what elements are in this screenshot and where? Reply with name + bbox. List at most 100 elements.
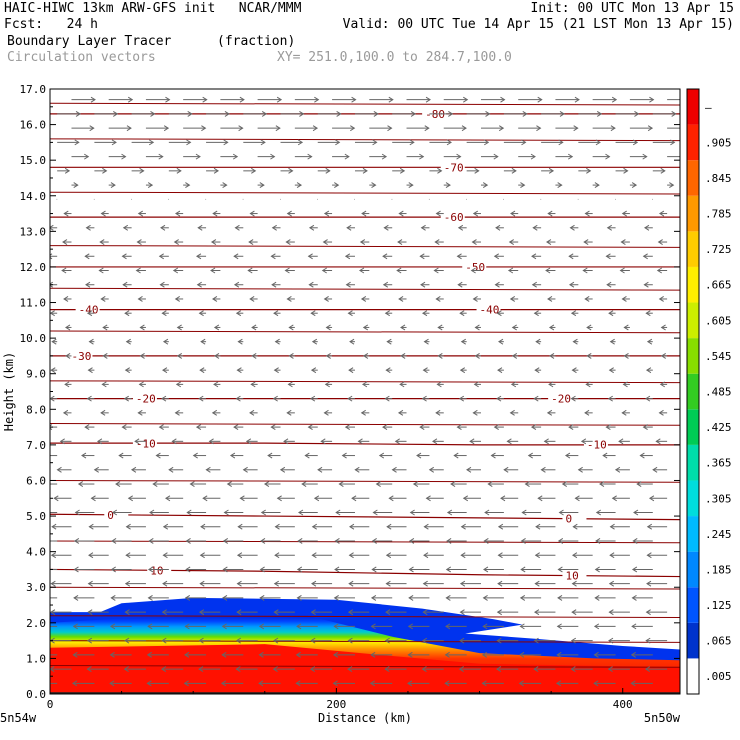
vector-head (89, 125, 95, 132)
vector-head (571, 580, 577, 587)
vector-head (375, 481, 381, 487)
vector-head (93, 466, 99, 473)
vector-head (234, 224, 240, 231)
vector-head (636, 481, 642, 487)
vector-head (574, 495, 580, 502)
vector-head (161, 310, 167, 317)
vector-head (102, 167, 108, 174)
vector-head (645, 395, 651, 402)
vector-head (258, 623, 265, 630)
vector-head (545, 267, 551, 274)
vector-head (422, 609, 428, 616)
colorbar-label: .485 (705, 386, 732, 399)
vector-head (249, 210, 255, 217)
vector-head (333, 623, 339, 630)
vector-head (361, 381, 368, 388)
vector-head (152, 481, 158, 487)
vector-head (259, 182, 265, 189)
vector-head (86, 310, 93, 317)
vector-head (59, 438, 65, 445)
vector-head (344, 153, 350, 160)
vector-head (136, 239, 142, 245)
vector-head (86, 666, 92, 673)
vector-head (358, 267, 365, 274)
contour-line (50, 615, 680, 618)
vector-head (165, 495, 171, 502)
vector-head (333, 594, 339, 601)
vector-head (310, 609, 316, 616)
vector-head (237, 338, 243, 345)
vector-head (645, 367, 652, 374)
contour-label: -60 (444, 211, 464, 224)
vector-head (332, 651, 339, 658)
contour-label: 10 (150, 565, 163, 578)
vector-head (121, 424, 127, 431)
field-name: Boundary Layer Tracer (7, 34, 172, 49)
vector-head (65, 324, 71, 331)
vector-head (139, 352, 145, 359)
vector-head (532, 224, 538, 231)
vector-head (652, 466, 658, 473)
y-tick-label: 6.0 (26, 474, 46, 487)
vector-head (410, 110, 417, 117)
vector-head (161, 395, 167, 402)
vector-head (347, 395, 353, 402)
vector-head (74, 509, 80, 516)
vector-head (347, 666, 353, 673)
vector-head (448, 110, 454, 117)
vector-head (594, 566, 600, 573)
colorbar-swatch (687, 160, 699, 196)
vector-head (173, 239, 179, 245)
vector-head (258, 651, 264, 658)
vector-head (184, 651, 190, 658)
vector-head (459, 367, 466, 374)
vector-head (98, 267, 104, 274)
vector-head (407, 651, 413, 658)
vector-head (518, 680, 524, 687)
vector-head (310, 637, 316, 644)
vector-head (348, 367, 354, 374)
vector-head (183, 680, 189, 687)
vector-head (446, 509, 453, 516)
vector-head (371, 182, 377, 189)
vector-head (56, 466, 62, 473)
vector-head (276, 495, 282, 502)
vector-head (50, 395, 55, 402)
vector-head (335, 509, 341, 516)
vector-head (419, 153, 425, 160)
y-tick-label: 7.0 (26, 439, 46, 452)
vector-head (249, 409, 255, 416)
vector-head (74, 139, 80, 146)
vector-head (519, 651, 525, 658)
vector-head (273, 310, 279, 317)
vector-head (88, 552, 94, 559)
vector-head (100, 409, 106, 416)
vector-head (335, 139, 341, 146)
vector-head (123, 666, 129, 673)
vector-head (435, 296, 441, 302)
vector-head (573, 125, 579, 132)
vector-head (201, 125, 207, 132)
vector-head (344, 424, 351, 431)
vector-head (381, 153, 388, 160)
vector-head (419, 424, 425, 431)
y-tick-label: 11.0 (20, 297, 47, 310)
vector-head (584, 210, 590, 217)
vector-head (497, 523, 504, 530)
vector-head (543, 438, 549, 445)
vector-head (548, 324, 555, 331)
vector-head (548, 167, 555, 174)
vector-head (398, 296, 404, 302)
vector-head (155, 452, 161, 459)
vector-head (482, 623, 488, 630)
y-axis-title: Height (km) (2, 352, 16, 431)
colorbar-swatch (687, 551, 699, 588)
vector-head (150, 110, 156, 117)
vector-head (360, 409, 366, 416)
vector-head (485, 110, 491, 117)
vector-head (473, 381, 479, 388)
vector-head (421, 666, 427, 673)
vector-head (213, 324, 220, 331)
vector-head (360, 296, 367, 302)
vector-head (124, 367, 130, 374)
